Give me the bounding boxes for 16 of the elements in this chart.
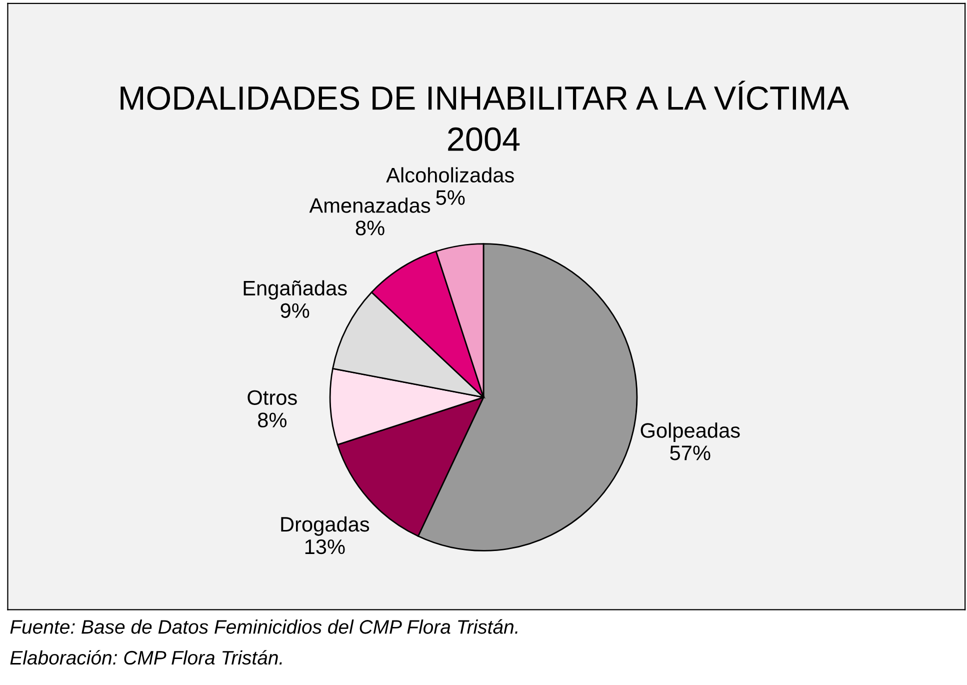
data-label: 8% <box>258 412 286 428</box>
slice-label: Golpeadas <box>640 422 740 442</box>
text: Elaboración: CMP Flora Tristán. <box>10 650 282 665</box>
slice-label: Otros <box>248 390 297 405</box>
data-label: 5% <box>436 190 465 205</box>
slice-label: Amenazadas <box>309 198 430 213</box>
data-label: 13% <box>305 539 345 554</box>
slice-label: Engañadas <box>244 280 347 300</box>
data-label: 8% <box>356 220 384 236</box>
slice-label: Alcoholizadas <box>386 167 514 183</box>
data-label: 57% <box>670 446 710 460</box>
slice-label: Drogadas <box>281 516 370 536</box>
data-label: 9% <box>280 303 310 318</box>
chart-subtitle: 2004 <box>448 127 520 152</box>
source-note: Fuente: Base de Datos Feminicidios del CMP Flora Tristán. <box>10 619 518 634</box>
chart-title: MODALIDADES DE INHABILITAR A LA VÍCTIMA <box>120 80 849 110</box>
